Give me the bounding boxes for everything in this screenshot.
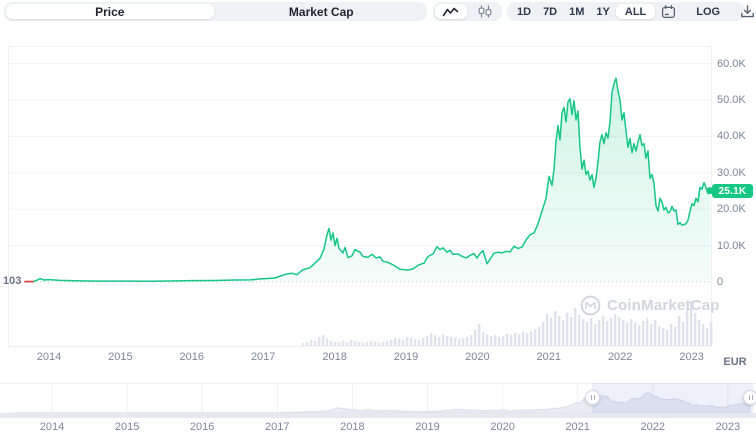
- navigator-x-label: 2014: [39, 421, 65, 433]
- x-axis-label: 2021: [536, 351, 562, 363]
- series-start-value-label: 103: [3, 275, 22, 287]
- y-axis-label: 30.0K: [717, 166, 746, 179]
- range-1m[interactable]: 1M: [569, 5, 585, 18]
- chart-type-switcher: [433, 2, 502, 21]
- watermark-text: CoinMarketCap: [607, 297, 720, 314]
- drag-handle-icon: [748, 395, 750, 400]
- y-axis-label: 0: [717, 276, 724, 288]
- x-axis-label: 2014: [36, 351, 62, 363]
- drag-handle-icon: [593, 395, 595, 400]
- log-scale-toggle[interactable]: LOG: [696, 5, 721, 18]
- x-axis-label: 2023: [679, 351, 704, 363]
- navigator-x-label: 2017: [265, 421, 290, 433]
- coinmarketcap-logo-icon: [580, 295, 601, 316]
- x-axis-label: 2016: [179, 351, 205, 363]
- x-axis-label: 2019: [393, 351, 419, 363]
- download-chart-button[interactable]: [734, 4, 756, 19]
- x-axis-label: 2017: [250, 351, 276, 363]
- range-7d[interactable]: 7D: [543, 5, 558, 18]
- download-icon: [741, 4, 755, 17]
- navigator-x-label: 2018: [340, 421, 365, 433]
- calendar-icon: [662, 4, 676, 18]
- line-chart-icon: [443, 7, 459, 16]
- y-axis-label: 40.0K: [717, 130, 746, 143]
- watermark: CoinMarketCap: [580, 295, 720, 316]
- navigator-x-label: 2015: [114, 421, 140, 433]
- candlestick-chart-toggle[interactable]: [471, 4, 500, 19]
- navigator-left-handle[interactable]: [585, 390, 600, 405]
- navigator-x-label: 2021: [565, 421, 590, 433]
- navigator-x-label: 2023: [715, 421, 741, 433]
- range-all[interactable]: ALL: [615, 4, 656, 19]
- navigator-x-label: 2019: [415, 421, 440, 433]
- range-toolbar: 1D 7D 1M 1Y ALL LOG: [507, 2, 755, 21]
- x-axis-label: 2018: [322, 351, 347, 363]
- currency-label: EUR: [723, 356, 747, 368]
- date-range-picker-button[interactable]: [655, 4, 682, 19]
- navigator-x-label: 2020: [490, 421, 515, 433]
- tab-price[interactable]: Price: [6, 4, 214, 19]
- navigator-selected-range[interactable]: [592, 383, 753, 413]
- x-axis-label: 2015: [108, 351, 133, 363]
- current-price-badge: 25.1K: [712, 184, 753, 198]
- line-chart-toggle[interactable]: [435, 4, 467, 19]
- x-axis-label: 2022: [607, 351, 633, 363]
- navigator-right-handle[interactable]: [743, 390, 756, 405]
- navigator-x-label: 2022: [640, 421, 666, 433]
- tab-market-cap[interactable]: Market Cap: [288, 4, 354, 19]
- drag-handle-icon: [751, 395, 753, 400]
- range-1d[interactable]: 1D: [517, 5, 532, 18]
- y-axis-label: 60.0K: [717, 57, 746, 70]
- y-axis-label: 10.0K: [717, 239, 746, 252]
- y-axis-label: 50.0K: [717, 94, 746, 106]
- drag-handle-icon: [590, 395, 592, 400]
- price-marketcap-switcher: Price Market Cap: [4, 2, 427, 21]
- range-1y[interactable]: 1Y: [596, 5, 610, 18]
- x-axis-label: 2020: [465, 351, 490, 363]
- y-axis-label: 20.0K: [717, 203, 746, 216]
- navigator-x-label: 2016: [189, 421, 215, 433]
- navigator-scrollbar[interactable]: [0, 413, 756, 418]
- candlestick-icon: [479, 5, 492, 18]
